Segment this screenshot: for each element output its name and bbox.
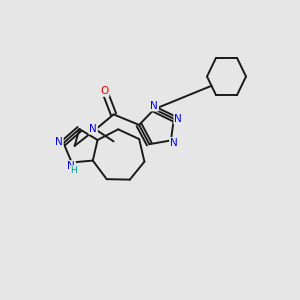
Text: H: H	[70, 166, 76, 175]
Text: N: N	[67, 161, 75, 171]
Text: N: N	[89, 124, 97, 134]
Text: N: N	[174, 114, 182, 124]
Text: O: O	[100, 86, 109, 96]
Text: N: N	[150, 100, 158, 111]
Text: N: N	[170, 138, 178, 148]
Text: N: N	[55, 137, 63, 147]
